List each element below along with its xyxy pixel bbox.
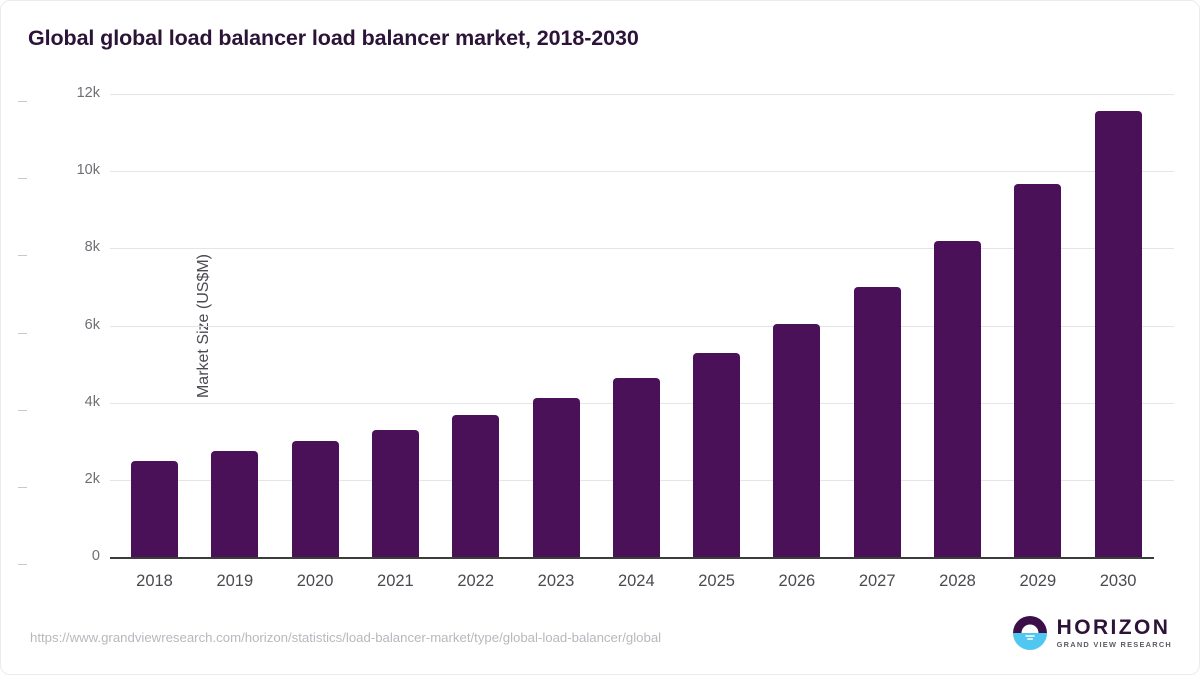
x-tick-label-2030: 2030: [1099, 572, 1137, 590]
x-tick-label-2020: 2020: [296, 572, 334, 590]
x-axis-line: [110, 557, 1154, 559]
bar-2028[interactable]: [934, 241, 981, 557]
bar-2021[interactable]: [371, 429, 419, 557]
y-tick-label: 12k: [18, 85, 100, 102]
x-tick-label-2024: 2024: [617, 572, 655, 590]
logo-tagline: GRAND VIEW RESEARCH: [1056, 640, 1172, 650]
y-tick-dash: [18, 332, 27, 334]
x-tick-label-2026: 2026: [778, 572, 816, 590]
x-tick-label-2028: 2028: [939, 572, 976, 590]
x-tick-label-2027: 2027: [858, 572, 896, 590]
y-tick-label: 4k: [18, 394, 100, 411]
brand-logo[interactable]: HORIZON GRAND VIEW RESEARCH: [1012, 615, 1172, 651]
y-tick-dash: [18, 409, 27, 411]
page-title: Global global load balancer load balance…: [28, 26, 639, 50]
bar-2027[interactable]: [853, 286, 901, 557]
bar-2023[interactable]: [532, 398, 580, 557]
y-tick-dash: [18, 486, 27, 488]
bar-2025[interactable]: [693, 353, 741, 557]
y-tick-label: 2k: [18, 471, 100, 488]
bar-2019[interactable]: [211, 450, 259, 557]
y-tick-label: 8k: [18, 239, 100, 257]
x-tick-label-2018: 2018: [136, 572, 173, 590]
gridline: [110, 171, 1174, 173]
bar-2020[interactable]: [291, 440, 339, 557]
x-tick-label-2023: 2023: [537, 572, 575, 590]
x-tick-label-2019: 2019: [216, 572, 254, 590]
bar-2030[interactable]: [1094, 111, 1142, 557]
horizon-circle-icon: [1012, 615, 1048, 651]
logo-text: HORIZON GRAND VIEW RESEARCH: [1057, 617, 1172, 648]
bar-series: [110, 94, 1174, 557]
bar-2022[interactable]: [452, 415, 500, 557]
bar-2018[interactable]: [131, 460, 178, 557]
x-tick-label-2029: 2029: [1019, 572, 1057, 590]
logo-wordmark: HORIZON: [1056, 616, 1171, 640]
source-url[interactable]: https://www.grandviewresearch.com/horizo…: [30, 630, 662, 645]
x-tick-label-2025: 2025: [698, 572, 735, 590]
y-tick-dash: [18, 255, 27, 257]
y-tick-dash: [18, 564, 27, 565]
gridline: [110, 94, 1174, 95]
y-tick-label: 0: [18, 548, 100, 565]
bar-2026[interactable]: [773, 323, 821, 557]
y-tick-dash: [18, 178, 27, 180]
x-tick-label-2022: 2022: [457, 572, 495, 590]
plot-area: Market Size (US$M) 0 2k 4k 6k 8k 10k 12k 2018 2…: [18, 85, 1174, 590]
y-tick-dash: [18, 101, 27, 102]
gridline: [110, 325, 1174, 327]
bar-2029[interactable]: [1014, 184, 1062, 557]
gridline: [110, 248, 1174, 250]
bar-2024[interactable]: [612, 378, 660, 557]
x-tick-label-2021: 2021: [377, 572, 414, 590]
y-tick-label: 6k: [18, 317, 100, 334]
y-tick-label: 10k: [18, 162, 100, 180]
